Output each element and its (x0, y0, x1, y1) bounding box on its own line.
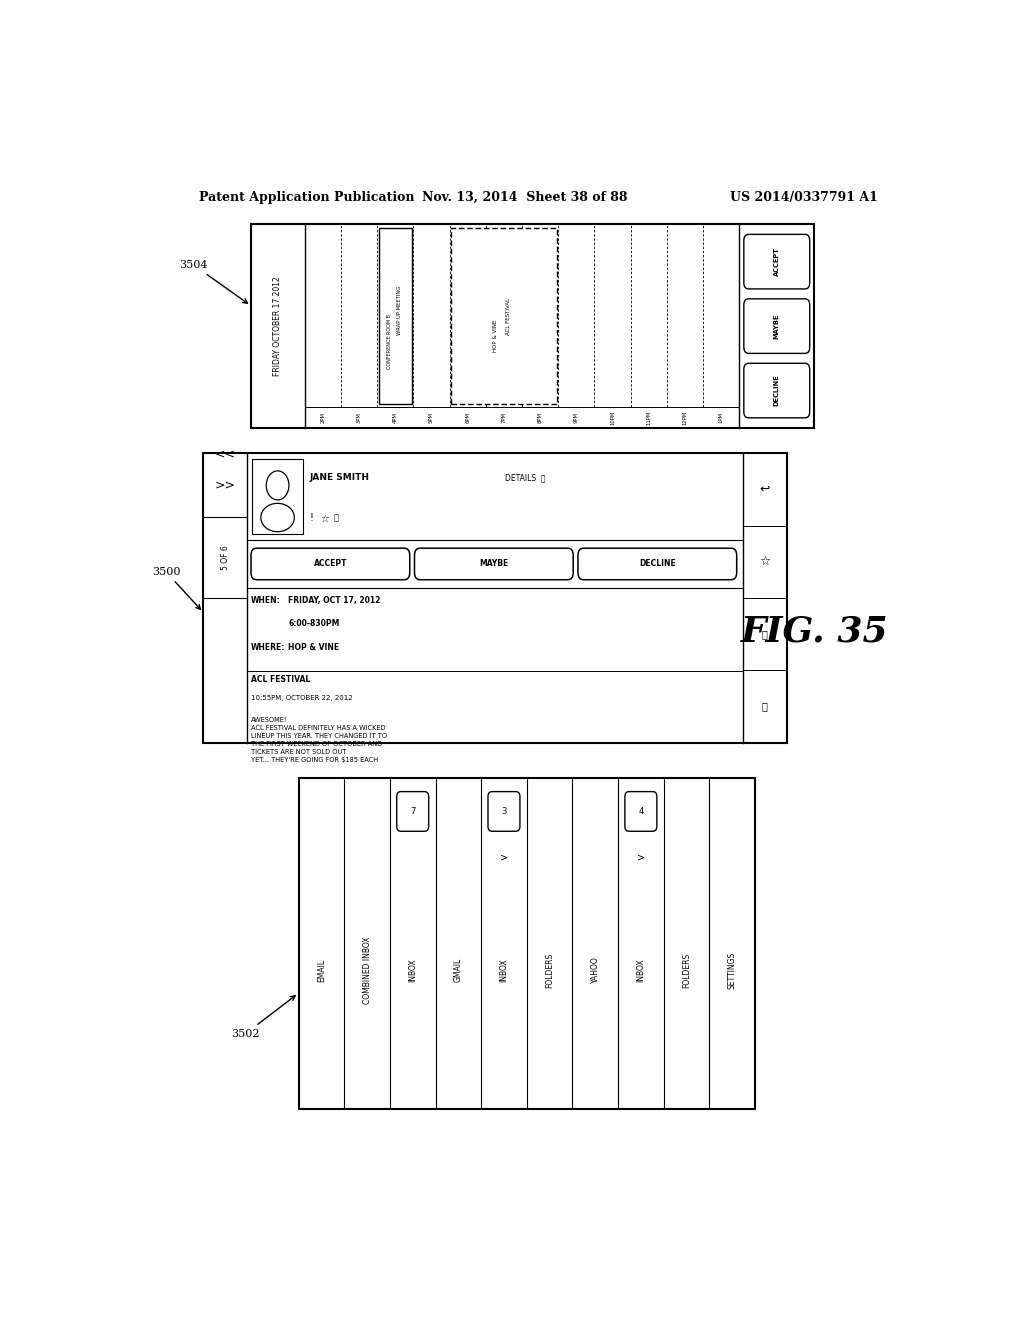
Text: COMBINED INBOX: COMBINED INBOX (362, 936, 372, 1003)
Text: 3500: 3500 (152, 566, 201, 610)
Bar (379, 227, 412, 404)
Text: YAHOO: YAHOO (591, 957, 600, 983)
Text: 9PM: 9PM (573, 412, 579, 424)
Text: FOLDERS: FOLDERS (682, 952, 691, 987)
Text: JANE SMITH: JANE SMITH (309, 473, 370, 482)
Text: GMAIL: GMAIL (454, 958, 463, 982)
FancyBboxPatch shape (625, 792, 656, 832)
FancyBboxPatch shape (396, 792, 429, 832)
Text: FRIDAY, OCT 17, 2012: FRIDAY, OCT 17, 2012 (289, 597, 381, 605)
Text: WHEN:: WHEN: (251, 597, 281, 605)
Text: ACCEPT: ACCEPT (774, 247, 779, 276)
Text: CONFERENCE ROOM B: CONFERENCE ROOM B (387, 314, 391, 368)
Text: 3PM: 3PM (356, 412, 361, 422)
Text: 7: 7 (410, 807, 416, 816)
Text: 5 OF 6: 5 OF 6 (221, 545, 229, 570)
Text: 2PM: 2PM (321, 412, 326, 424)
Text: 1PM: 1PM (719, 412, 724, 424)
Text: >: > (637, 853, 645, 863)
Bar (252, 459, 303, 535)
Text: WRAP UP MEETING: WRAP UP MEETING (397, 286, 401, 335)
Text: 7PM: 7PM (502, 412, 507, 424)
Text: HOP & VINE: HOP & VINE (289, 643, 339, 652)
Text: >>: >> (215, 479, 236, 491)
Text: FOLDERS: FOLDERS (545, 952, 554, 987)
Text: INBOX: INBOX (500, 958, 509, 982)
Text: 10:55PM, OCTOBER 22, 2012: 10:55PM, OCTOBER 22, 2012 (251, 694, 352, 701)
Text: 🖇: 🖇 (334, 513, 339, 523)
Text: DETAILS  ⓘ: DETAILS ⓘ (505, 473, 546, 482)
Text: US 2014/0337791 A1: US 2014/0337791 A1 (730, 191, 878, 203)
Text: 3: 3 (502, 807, 507, 816)
Text: !: ! (309, 513, 313, 523)
Text: EMAIL: EMAIL (317, 958, 326, 982)
FancyBboxPatch shape (743, 235, 810, 289)
Text: MAYBE: MAYBE (479, 560, 509, 569)
Text: 6:00-830PM: 6:00-830PM (289, 619, 340, 628)
FancyBboxPatch shape (743, 298, 810, 354)
Bar (452, 227, 557, 404)
Text: 8PM: 8PM (538, 412, 543, 424)
Text: 4PM: 4PM (393, 412, 398, 424)
Text: MAYBE: MAYBE (774, 313, 779, 339)
Text: 3504: 3504 (179, 260, 248, 304)
Text: ☆: ☆ (321, 513, 330, 523)
Text: ☆: ☆ (759, 556, 770, 569)
FancyBboxPatch shape (578, 548, 736, 579)
Text: 10PM: 10PM (610, 411, 615, 425)
Text: <<: << (215, 447, 236, 461)
FancyBboxPatch shape (743, 363, 810, 418)
FancyBboxPatch shape (251, 548, 410, 579)
Text: 🗑: 🗑 (762, 702, 768, 711)
Text: DECLINE: DECLINE (774, 375, 779, 407)
Text: FIG. 35: FIG. 35 (740, 614, 888, 648)
Bar (299, 779, 755, 1109)
Text: ACCEPT: ACCEPT (313, 560, 347, 569)
Text: 12PM: 12PM (682, 411, 687, 425)
Text: HOP & VINE: HOP & VINE (494, 319, 499, 352)
FancyBboxPatch shape (488, 792, 520, 832)
Bar (204, 453, 786, 743)
Text: SETTINGS: SETTINGS (728, 952, 736, 989)
Text: INBOX: INBOX (636, 958, 645, 982)
Text: ↩: ↩ (760, 483, 770, 496)
Text: 🖇: 🖇 (762, 630, 768, 639)
Text: DECLINE: DECLINE (639, 560, 676, 569)
Text: ACL FESTIVAL: ACL FESTIVAL (506, 297, 511, 334)
Text: AWESOME!
ACL FESTIVAL DEFINITELY HAS A WICKED
LINEUP THIS YEAR. THEY CHANGED IT : AWESOME! ACL FESTIVAL DEFINITELY HAS A W… (251, 717, 387, 763)
Bar (251, 224, 814, 428)
Text: 3502: 3502 (231, 995, 295, 1039)
Text: FRIDAY OCTOBER 17 2012: FRIDAY OCTOBER 17 2012 (273, 276, 283, 376)
Text: 5PM: 5PM (429, 412, 434, 424)
Text: Nov. 13, 2014  Sheet 38 of 88: Nov. 13, 2014 Sheet 38 of 88 (422, 191, 628, 203)
Text: 6PM: 6PM (465, 412, 470, 424)
FancyBboxPatch shape (415, 548, 573, 579)
Text: ACL FESTIVAL: ACL FESTIVAL (251, 676, 310, 684)
Text: INBOX: INBOX (409, 958, 417, 982)
Text: >: > (500, 853, 508, 863)
Text: WHERE:: WHERE: (251, 643, 286, 652)
Text: Patent Application Publication: Patent Application Publication (200, 191, 415, 203)
Text: 11PM: 11PM (646, 411, 651, 425)
Text: 4: 4 (638, 807, 643, 816)
